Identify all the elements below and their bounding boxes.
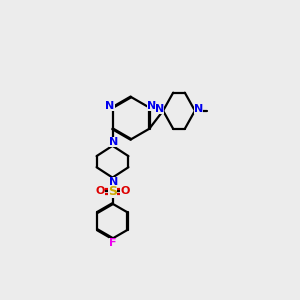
Text: N: N (109, 136, 118, 146)
Text: N: N (109, 177, 118, 187)
Text: N: N (154, 104, 164, 114)
Text: N: N (105, 101, 115, 111)
Text: N: N (194, 104, 203, 114)
Text: F: F (109, 238, 116, 248)
Text: N: N (147, 101, 157, 111)
Text: O: O (95, 186, 105, 197)
Text: S: S (108, 185, 117, 198)
Text: O: O (120, 186, 130, 197)
